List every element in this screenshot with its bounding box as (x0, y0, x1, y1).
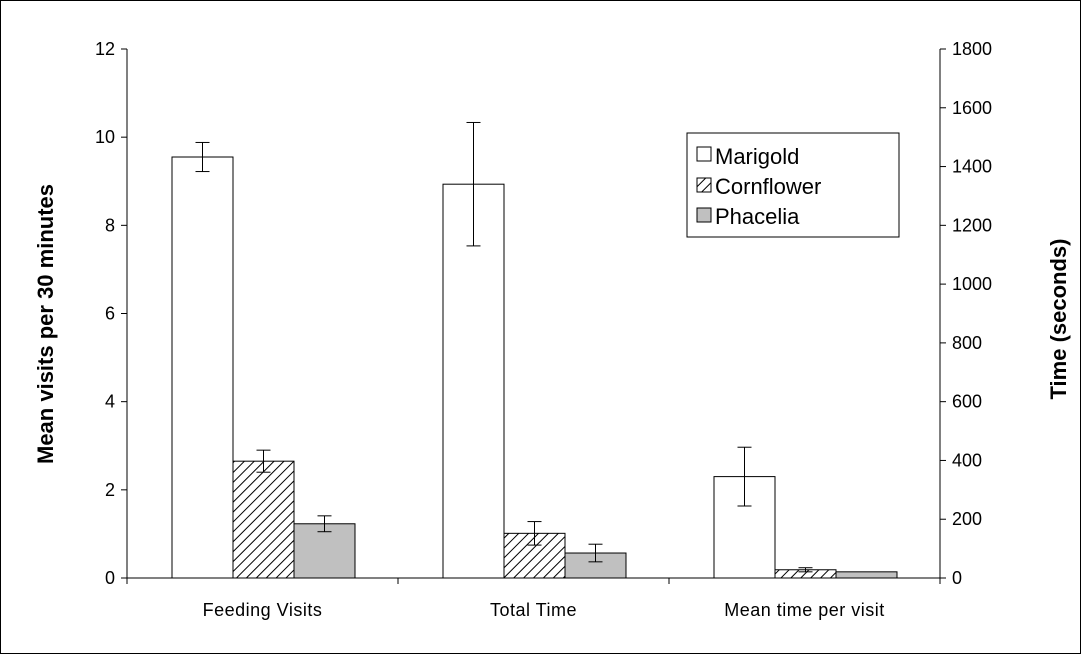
right-axis-tick-label: 0 (952, 568, 962, 588)
legend-swatch-marigold (696, 146, 712, 162)
legend-swatch-phacelia (696, 207, 712, 223)
left-axis-tick-label: 4 (105, 392, 115, 412)
legend-label-phacelia: Phacelia (715, 204, 800, 229)
right-axis-tick-label: 1600 (952, 98, 992, 118)
left-axis-tick-label: 6 (105, 304, 115, 324)
legend-swatch-cornflower (696, 177, 712, 193)
legend-label-marigold: Marigold (715, 144, 799, 169)
right-axis-tick-label: 400 (952, 450, 982, 470)
right-axis-title: Time (seconds) (1046, 239, 1071, 400)
left-axis-tick-label: 10 (95, 127, 115, 147)
left-axis-tick-label: 2 (105, 480, 115, 500)
bar-phacelia (835, 571, 898, 579)
left-axis-title: Mean visits per 30 minutes (33, 184, 58, 464)
plot-area: 0 2 4 6 8 10 12 0 200 400 600 800 1000 1200 1400 1600 18… (95, 39, 992, 620)
x-axis-category-label: Total Time (490, 600, 577, 620)
legend-box (686, 132, 900, 238)
left-axis-tick-label: 0 (105, 568, 115, 588)
bar-phacelia (293, 523, 356, 579)
bar-marigold (171, 156, 234, 579)
right-axis-tick-label: 1400 (952, 157, 992, 177)
left-axis-tick-label: 8 (105, 215, 115, 235)
right-axis-tick-label: 600 (952, 392, 982, 412)
right-axis-tick-label: 800 (952, 333, 982, 353)
x-axis-category-label: Mean time per visit (724, 600, 885, 620)
right-axis-tick-label: 1800 (952, 39, 992, 59)
bar-marigold (442, 183, 505, 579)
right-axis-tick-label: 1200 (952, 215, 992, 235)
legend: Marigold Cornflower Phacelia (686, 132, 900, 238)
right-axis-tick-label: 200 (952, 509, 982, 529)
x-axis-category-label: Feeding Visits (203, 600, 323, 620)
bar-cornflower (232, 460, 295, 579)
legend-label-cornflower: Cornflower (715, 174, 821, 199)
left-axis-tick-label: 12 (95, 39, 115, 59)
right-axis-tick-label: 1000 (952, 274, 992, 294)
